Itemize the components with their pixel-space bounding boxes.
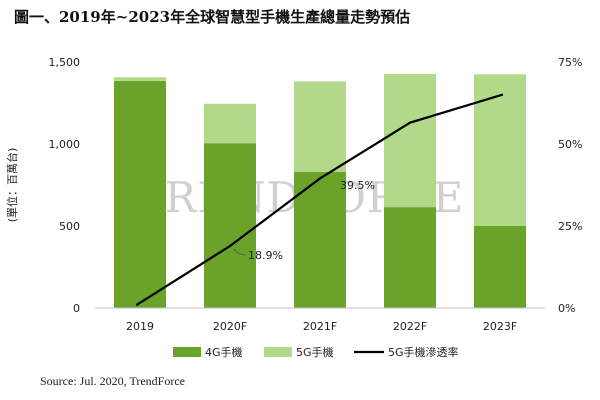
bar-4g-2021F [294,171,346,308]
legend: 4G手機 5G手機 5G手機滲透率 [173,345,459,359]
y-tick-label: 1,500 [49,56,81,69]
axes-layer: 0 500 1,000 1,500 0% 25% 50% 75% 2019 2020F 2021F 2… [5,56,582,333]
bar-5g-2020F [204,103,256,144]
annotation-leader [233,248,247,256]
legend-swatch-5g [264,347,292,357]
annotation-2021: 39.5% [340,179,375,192]
bar-5g-2023F [474,74,526,226]
y2-tick-label: 25% [558,220,582,233]
x-tick-label: 2019 [126,320,154,333]
bars-layer [114,73,526,308]
legend-swatch-4g [173,347,201,357]
x-tick-label: 2022F [393,320,427,333]
line-point-2020F [228,244,232,248]
bar-4g-2020F [204,143,256,308]
line-point-2022F [408,121,412,124]
x-tick-label: 2021F [303,320,337,333]
chart-title: 圖一、2019年~2023年全球智慧型手機生產總量走勢預估 [14,8,411,26]
y2-tick-label: 0% [558,302,575,315]
legend-label-line: 5G手機滲透率 [388,345,459,359]
x-tick-label: 2023F [483,320,517,333]
line-point-2023F [500,93,504,97]
bar-5g-2021F [294,81,346,172]
y-tick-label: 1,000 [49,138,81,151]
y2-tick-label: 50% [558,138,582,151]
legend-label-5g: 5G手機 [296,345,334,359]
y-tick-label: 0 [73,302,80,315]
x-tick-label: 2020F [213,320,247,333]
bar-5g-2019 [114,77,166,81]
line-point-2019 [135,303,139,306]
line-layer: 18.9% 39.5% [135,93,504,306]
annotation-2020: 18.9% [248,249,283,262]
y-axis-label: (單位：百萬台) [5,148,19,223]
source-note: Source: Jul. 2020, TrendForce [40,374,185,388]
line-point-2021F [318,177,322,180]
bar-4g-2022F [384,207,436,308]
y2-tick-label: 75% [558,56,582,69]
bar-4g-2023F [474,226,526,308]
y-tick-label: 500 [59,220,80,233]
bar-4g-2019 [114,80,166,308]
bar-5g-2022F [384,73,436,208]
legend-label-4g: 4G手機 [205,345,243,359]
